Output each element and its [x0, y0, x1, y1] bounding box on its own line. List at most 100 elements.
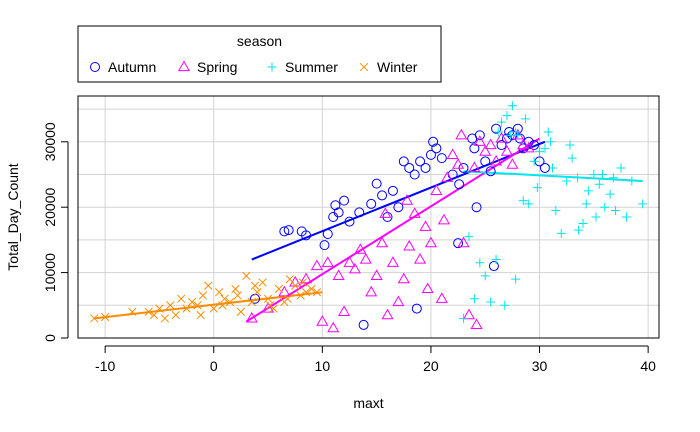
point-winter: [258, 278, 267, 287]
point-spring: [332, 269, 345, 280]
point-summer: [511, 274, 521, 284]
point-winter: [274, 284, 284, 294]
legend-marker-spring: [177, 60, 191, 72]
point-autumn: [485, 166, 496, 177]
fit-line-summer: [463, 170, 643, 183]
point-autumn: [453, 238, 464, 249]
legend-item-summer: Summer: [267, 59, 338, 75]
point-summer: [475, 258, 485, 268]
point-summer: [591, 212, 601, 222]
point-spring: [343, 256, 356, 267]
point-autumn: [496, 140, 507, 151]
point-autumn: [409, 169, 420, 180]
point-spring: [381, 308, 394, 320]
point-winter: [160, 314, 170, 323]
point-autumn: [480, 156, 491, 167]
point-winter: [285, 274, 294, 284]
point-spring: [245, 311, 258, 323]
y-tick-label: 30000: [42, 122, 58, 161]
plot-frame: [77, 95, 660, 339]
legend-item-winter: Winter: [359, 59, 418, 75]
legend: season Autumn Spring Summer Winter: [77, 25, 442, 83]
points-layer: [90, 101, 648, 333]
point-autumn: [415, 156, 426, 167]
point-autumn: [404, 162, 415, 173]
point-summer: [573, 173, 583, 183]
point-winter: [128, 307, 137, 317]
point-spring: [400, 194, 414, 205]
legend-item-autumn: Autumn: [90, 59, 156, 75]
point-summer: [469, 294, 479, 304]
point-spring: [462, 308, 476, 320]
point-winter: [266, 301, 275, 310]
point-winter: [312, 288, 322, 297]
point-winter: [233, 291, 242, 300]
point-autumn: [301, 230, 312, 241]
point-autumn: [366, 198, 377, 209]
point-summer: [638, 199, 648, 209]
x-axis-label: maxt: [353, 395, 383, 411]
point-autumn: [454, 179, 465, 190]
point-summer: [608, 173, 618, 183]
point-winter: [298, 278, 307, 287]
y-tick-label: 0: [42, 334, 58, 342]
point-summer: [548, 163, 558, 173]
point-winter: [196, 310, 205, 320]
legend-marker-autumn: [90, 62, 100, 72]
point-winter: [171, 310, 180, 320]
point-summer: [598, 169, 608, 179]
point-spring: [506, 158, 519, 169]
legend-item-spring: Spring: [177, 59, 237, 75]
point-summer: [524, 199, 534, 209]
point-winter: [214, 288, 224, 297]
point-spring: [327, 321, 340, 333]
point-spring: [446, 148, 459, 159]
point-spring: [359, 253, 372, 264]
point-summer: [518, 196, 528, 206]
point-autumn: [488, 261, 499, 272]
point-summer: [529, 156, 539, 166]
point-summer: [511, 127, 521, 137]
point-autumn: [431, 143, 442, 154]
point-summer: [459, 313, 469, 323]
point-spring: [348, 262, 361, 274]
point-summer: [583, 186, 593, 196]
point-winter: [182, 304, 191, 313]
point-winter: [231, 284, 240, 294]
point-winter: [242, 271, 251, 281]
fit-line-spring: [245, 137, 541, 323]
point-spring: [522, 141, 535, 153]
point-winter: [193, 301, 202, 310]
point-winter: [250, 281, 260, 290]
x-tick-label: -10: [95, 358, 115, 374]
point-summer: [627, 176, 637, 186]
point-autumn: [428, 136, 439, 147]
point-summer: [507, 101, 517, 111]
point-spring: [370, 269, 383, 280]
y-axis-label: Total_Day_Count: [5, 163, 21, 271]
point-spring: [376, 236, 389, 248]
point-winter: [166, 301, 175, 310]
point-summer: [502, 111, 512, 121]
legend-marker-summer: [267, 62, 277, 72]
point-summer: [574, 225, 584, 235]
point-summer: [578, 219, 588, 229]
fit-line-winter: [94, 291, 323, 320]
legend-box: [77, 25, 442, 83]
fit-lines-layer: [94, 137, 643, 323]
point-autumn: [411, 303, 422, 314]
point-summer: [497, 117, 507, 127]
point-winter: [220, 294, 229, 303]
point-winter: [100, 312, 110, 322]
point-winter: [296, 291, 305, 300]
point-winter: [144, 307, 153, 317]
point-summer: [594, 179, 604, 189]
point-autumn: [387, 185, 398, 196]
point-spring: [517, 138, 530, 150]
legend-label: Summer: [285, 59, 338, 75]
point-spring: [484, 138, 497, 150]
point-spring: [455, 128, 468, 140]
point-autumn: [436, 153, 447, 164]
point-summer: [581, 199, 591, 209]
